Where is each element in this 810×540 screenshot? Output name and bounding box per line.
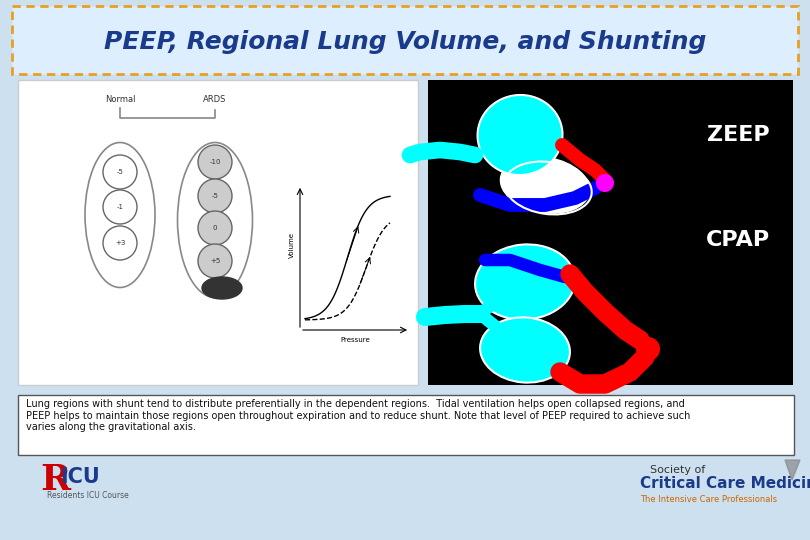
Bar xyxy=(428,80,793,385)
Polygon shape xyxy=(785,460,800,480)
Circle shape xyxy=(103,190,137,224)
Bar xyxy=(18,80,418,385)
Bar xyxy=(18,395,794,455)
Circle shape xyxy=(596,174,614,192)
Text: -5: -5 xyxy=(211,193,219,199)
Ellipse shape xyxy=(202,277,242,299)
Text: Pressure: Pressure xyxy=(340,337,370,343)
Text: Volume: Volume xyxy=(289,232,295,258)
Text: CPAP: CPAP xyxy=(706,230,770,250)
Circle shape xyxy=(103,155,137,189)
Text: Residents ICU Course: Residents ICU Course xyxy=(47,490,129,500)
Text: +5: +5 xyxy=(210,258,220,264)
Text: -10: -10 xyxy=(209,159,221,165)
Text: ICU: ICU xyxy=(60,467,100,487)
Circle shape xyxy=(103,226,137,260)
Circle shape xyxy=(198,145,232,179)
Text: ARDS: ARDS xyxy=(203,95,227,104)
Text: 0: 0 xyxy=(213,225,217,231)
Text: -5: -5 xyxy=(117,169,123,175)
Text: Lung regions with shunt tend to distribute preferentially in the dependent regio: Lung regions with shunt tend to distribu… xyxy=(26,399,690,432)
Text: ZEEP: ZEEP xyxy=(706,125,770,145)
Circle shape xyxy=(198,244,232,278)
Ellipse shape xyxy=(501,157,590,213)
Text: -1: -1 xyxy=(117,204,123,210)
Ellipse shape xyxy=(475,245,575,320)
Ellipse shape xyxy=(480,318,570,383)
Text: R: R xyxy=(40,463,70,497)
Ellipse shape xyxy=(478,95,562,175)
Circle shape xyxy=(198,179,232,213)
Text: Critical Care Medicine: Critical Care Medicine xyxy=(640,476,810,491)
Text: Normal: Normal xyxy=(104,95,135,104)
Text: The Intensive Care Professionals: The Intensive Care Professionals xyxy=(640,495,777,503)
Circle shape xyxy=(636,337,660,361)
Text: Society of: Society of xyxy=(650,465,706,475)
Text: +3: +3 xyxy=(115,240,126,246)
Circle shape xyxy=(198,211,232,245)
FancyBboxPatch shape xyxy=(12,6,798,74)
Text: PEEP, Regional Lung Volume, and Shunting: PEEP, Regional Lung Volume, and Shunting xyxy=(104,30,706,54)
